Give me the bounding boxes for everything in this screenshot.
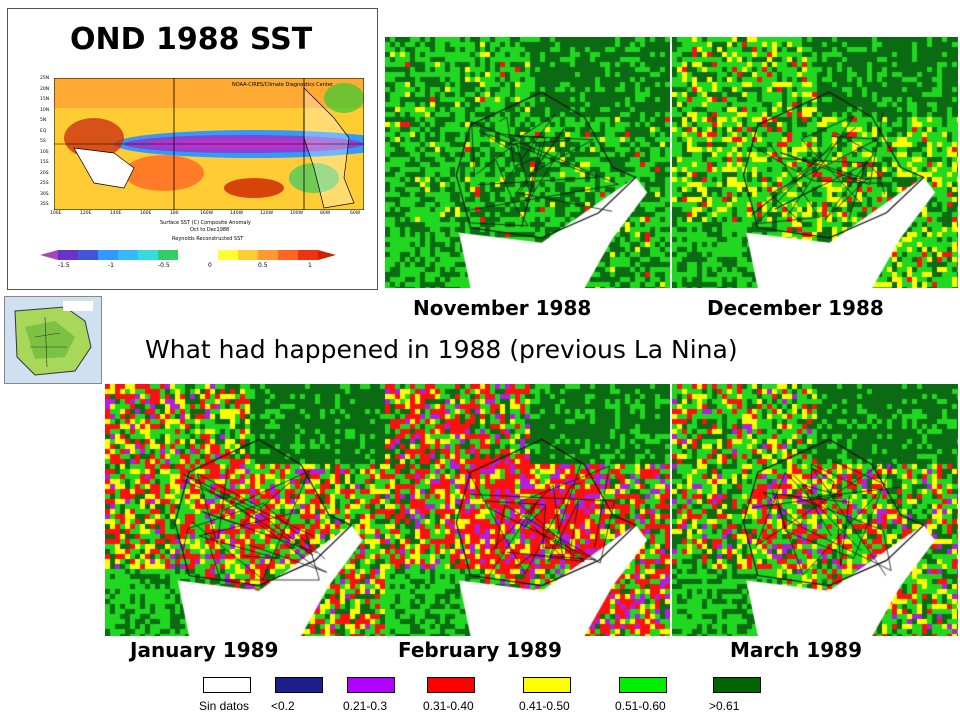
sst-colorbar-labels: -1.5 -1 -0.5 0 0.5 1 [40,262,340,272]
caption-january-1989: January 1989 [130,638,279,662]
sst-colorbar-tick: -0.5 [158,262,170,269]
sst-lat-axis: 25N 20N 15N 10N 5N EQ 5S 10S 15S 20S 25S 30S 35S [40,76,54,210]
caption-february-1989: February 1989 [398,638,562,662]
sst-lat-tick: 30S [40,191,49,197]
sst-lon-tick: 120E [80,211,92,216]
sst-colorbar-tick: -1.5 [58,262,70,269]
map-february-1989 [385,384,670,636]
thumbnail-map [5,297,101,383]
legend-swatch [523,677,571,693]
slide-subtitle: What had happened in 1988 (previous La N… [145,335,738,364]
legend-label: >0.61 [709,699,740,713]
sst-lat-tick: 15N [40,97,50,102]
sst-colorbar-tick: 0 [208,262,212,269]
sst-colorbar-tick: -1 [108,262,114,269]
caption-november-1988: November 1988 [413,296,592,320]
sst-lon-tick: 140E [110,211,122,216]
sst-anomaly-map [54,78,364,210]
sst-lat-tick: EQ [40,128,47,134]
sst-lon-tick: 180 [170,211,179,216]
sst-lon-tick: 80W [320,211,331,216]
legend-label: 0.31-0.40 [423,699,474,713]
sst-lon-tick: 100E [50,211,62,216]
sst-title: OND 1988 SST [70,22,313,57]
sst-lon-tick: 140W [230,211,244,216]
map-canvas [672,384,958,636]
sst-lon-tick: 100W [290,211,304,216]
sst-caption-1: Surface SST (C) Composite Anomaly [160,220,251,226]
legend-swatch [275,677,323,693]
map-canvas [105,384,385,636]
legend-label: Sin datos [199,699,250,713]
sst-source-label: NOAA-CIRES/Climate Diagnostics Center [232,82,333,88]
legend-swatch [203,677,251,693]
sst-lon-tick: 160W [200,211,214,216]
sst-colorbar-tick: 0.5 [258,262,268,269]
map-january-1989 [105,384,385,636]
caption-december-1988: December 1988 [707,296,884,320]
sst-lat-tick: 20S [40,170,49,176]
legend-label: <0.2 [271,699,295,713]
legend-label: 0.51-0.60 [615,699,666,713]
legend-swatch [347,677,395,693]
legend: Sin datos <0.2 0.21-0.3 0.31-0.40 0.41-0.50 0… [195,677,795,717]
sst-caption-3: Reynolds Reconstructed SST [172,236,244,242]
sst-lon-tick: 60W [350,211,361,216]
sst-colorbar [40,250,336,260]
sst-lat-tick: 25N [40,76,50,81]
uruguay-thumbnail [4,296,102,384]
legend-swatch [713,677,761,693]
map-november-1988 [385,37,670,288]
legend-swatch [619,677,667,693]
sst-lat-tick: 10S [40,149,49,155]
legend-swatch [427,677,475,693]
legend-label: 0.41-0.50 [519,699,570,713]
caption-march-1989: March 1989 [730,638,862,662]
map-canvas [385,37,670,288]
sst-lat-tick: 15S [40,160,49,165]
map-canvas [672,37,958,288]
sst-lat-tick: 5S [40,139,46,144]
map-december-1988 [672,37,958,288]
sst-lon-axis: 100E 120E 140E 160E 180 160W 140W 120W 100W 80W 60… [50,211,364,219]
sst-lat-tick: 35S [40,202,49,207]
sst-colorbar-tick: 1 [308,262,312,269]
sst-lat-tick: 20N [40,86,50,92]
sst-lat-tick: 10N [40,107,50,113]
sst-lat-tick: 25S [40,181,49,186]
legend-label: 0.21-0.3 [343,699,388,713]
sst-lon-tick: 120W [260,211,274,216]
map-march-1989 [672,384,958,636]
sst-caption-2: Oct to Dec1988 [190,227,230,233]
sst-lon-tick: 160E [140,211,152,216]
map-canvas [385,384,670,636]
sst-lat-tick: 5N [40,118,47,123]
